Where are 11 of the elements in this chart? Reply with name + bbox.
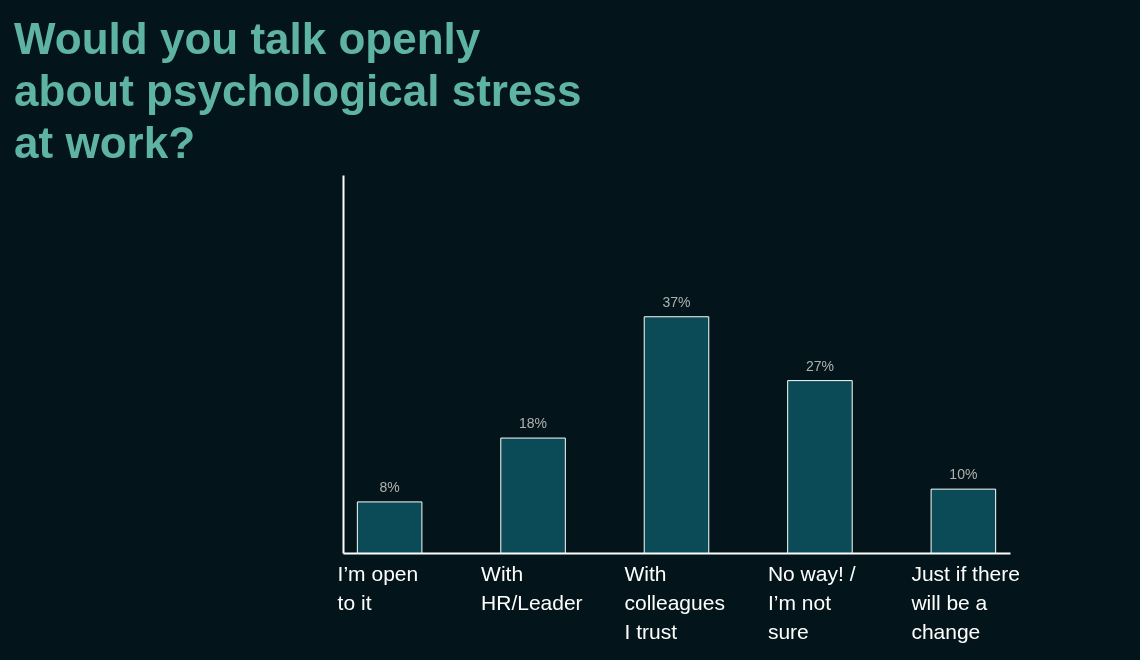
x-tick-label: Just if there will be a change	[910, 561, 1020, 643]
data-label: 37%	[662, 293, 691, 310]
data-label: 10%	[949, 466, 978, 483]
x-tick-label: With HR/Leader	[481, 561, 583, 614]
x-tick-label: No way! / I’m not sure	[767, 561, 856, 643]
chart-title: Would you talk openly about psychological stress at work?	[14, 14, 582, 167]
data-label: 27%	[805, 357, 834, 374]
x-tick-label: I’m open to it	[337, 561, 419, 614]
data-label: 8%	[379, 478, 400, 495]
x-tick-label: With colleagues I trust	[624, 561, 725, 643]
data-label: 18%	[519, 415, 548, 432]
